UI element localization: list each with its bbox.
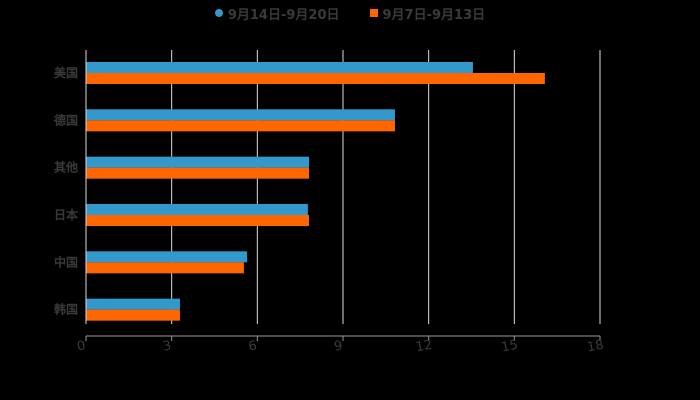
x-tick-label: 15 [500,338,519,356]
square-marker-icon [369,9,378,17]
category-label: 韩国 [54,302,78,317]
bar-1[interactable] [86,204,308,215]
category-label: 美国 [54,65,78,80]
bar-2[interactable] [86,167,310,179]
bar-1[interactable] [86,109,395,121]
legend-label-series-2: 9月7日-9月13日 [382,7,486,23]
x-tick-label: 3 [162,338,173,354]
category-label: 德国 [54,112,78,127]
category-label: 其他 [54,160,78,175]
bar-2[interactable] [86,215,310,226]
bar-1[interactable] [86,251,248,263]
chart-legend: 9月14日-9月20日 9月7日-9月13日 [0,4,700,23]
category-label: 中国 [54,254,78,269]
x-tick-label: 0 [76,338,87,354]
bar-1[interactable] [86,156,310,168]
legend-label-series-1: 9月14日-9月20日 [227,7,340,23]
x-tick-label: 9 [333,338,344,354]
bar-1[interactable] [86,62,473,73]
x-tick-label: 18 [586,338,605,356]
x-tick-label: 12 [415,338,434,356]
bar-1[interactable] [86,298,180,310]
circle-marker-icon [214,9,223,17]
bar-2[interactable] [86,262,244,274]
bar-2[interactable] [86,309,180,321]
category-label: 日本 [54,207,78,222]
bar-2[interactable] [86,120,395,132]
legend-item-series-2[interactable]: 9月7日-9月13日 [369,4,486,23]
x-tick-label: 6 [247,338,258,354]
bar-2[interactable] [86,73,545,84]
legend-item-series-1[interactable]: 9月14日-9月20日 [214,4,340,23]
